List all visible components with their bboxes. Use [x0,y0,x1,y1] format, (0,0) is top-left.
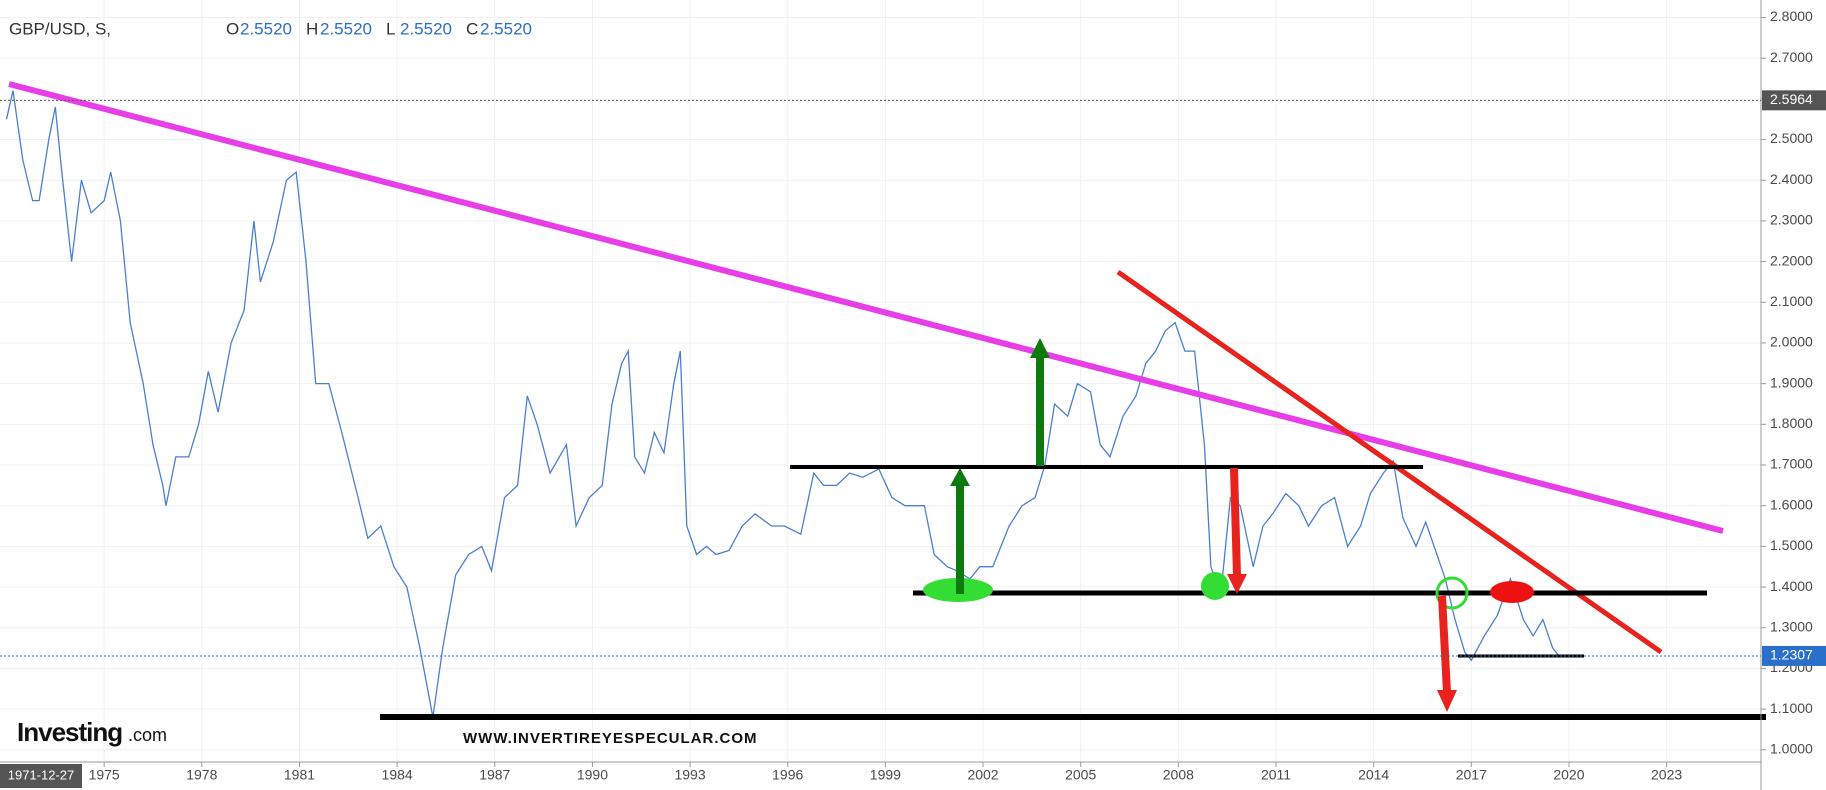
y-tick-label: 1.3000 [1770,618,1813,634]
y-tick-label: 2.8000 [1770,8,1813,24]
watermark: WWW.INVERTIREYESPECULAR.COM [463,730,758,747]
y-tick-label: 1.4000 [1770,578,1813,594]
y-tick-label: 2.3000 [1770,212,1813,228]
y-tick-label: 1.7000 [1770,456,1813,472]
grid [0,0,1761,762]
y-tick-label: 2.5000 [1770,130,1813,146]
marker [1201,572,1229,600]
logo-suffix: .com [128,725,167,745]
x-tick-label: 2017 [1456,767,1487,783]
x-tick-label: 1987 [479,767,510,783]
marker [1490,581,1534,603]
y-tick-label: 2.1000 [1770,293,1813,309]
logo: Investing [17,717,122,747]
y-tick-label: 1.5000 [1770,537,1813,553]
ohlc-label: H [306,19,318,38]
ohlc-value: 2.5520 [400,19,452,38]
x-tick-label: 1981 [284,767,315,783]
ohlc-value: 2.5520 [320,19,372,38]
x-tick-label: 2005 [1065,767,1096,783]
y-tick-label: 1.8000 [1770,415,1813,431]
x-tick-label: 1996 [772,767,803,783]
x-tick-label: 2023 [1651,767,1682,783]
chart-title: GBP/USD, S, [9,19,111,38]
marker [1435,576,1469,610]
y-tick-label: 2.4000 [1770,171,1813,187]
arrow [1030,338,1050,466]
arrow [1227,467,1247,594]
y-tick-label: 2.7000 [1770,49,1813,65]
x-tick-label: 1990 [577,767,608,783]
y-tick-label: 2.2000 [1770,252,1813,268]
x-tick-label: 2008 [1163,767,1194,783]
y-tick-label: 2.0000 [1770,334,1813,350]
x-tick-label: 2002 [967,767,998,783]
price-label: 1.2307 [1770,647,1813,663]
ohlc-label: O [226,19,239,38]
annotations [8,81,1766,720]
x-tick-label: 1993 [674,767,705,783]
axes: 1.00001.10001.20001.30001.40001.50001.60… [0,8,1826,783]
trend-line [1116,269,1663,655]
plot-area [5,90,1560,718]
cursor-date-box [0,764,82,788]
price-label-box [1762,90,1826,111]
x-tick-label: 1999 [870,767,901,783]
x-tick-label: 1978 [186,767,217,783]
x-tick-label: 2020 [1553,767,1584,783]
x-tick-label: 2011 [1261,767,1291,783]
ohlc-label: L [386,19,395,38]
x-tick-label: 1984 [382,767,413,783]
y-tick-label: 1.6000 [1770,496,1813,512]
y-tick-label: 1.9000 [1770,374,1813,390]
ohlc-value: 2.5520 [480,19,532,38]
trend-line [8,81,1724,534]
y-tick-label: 1.0000 [1770,740,1813,756]
price-label-box [1762,645,1826,666]
ohlc-label: C [466,19,478,38]
x-tick-label: 1975 [89,767,120,783]
price-line-series [5,90,1560,718]
arrow [950,468,970,594]
ohlc-value: 2.5520 [240,19,292,38]
cursor-date: 1971-12-27 [8,767,75,782]
y-tick-label: 1.1000 [1770,700,1813,716]
ohlc: O 2.5520 H 2.5520 L 2.5520 C 2.5520 [226,19,532,38]
x-tick-label: 2014 [1358,767,1389,783]
arrow [1437,595,1457,712]
price-label: 2.5964 [1770,91,1813,107]
